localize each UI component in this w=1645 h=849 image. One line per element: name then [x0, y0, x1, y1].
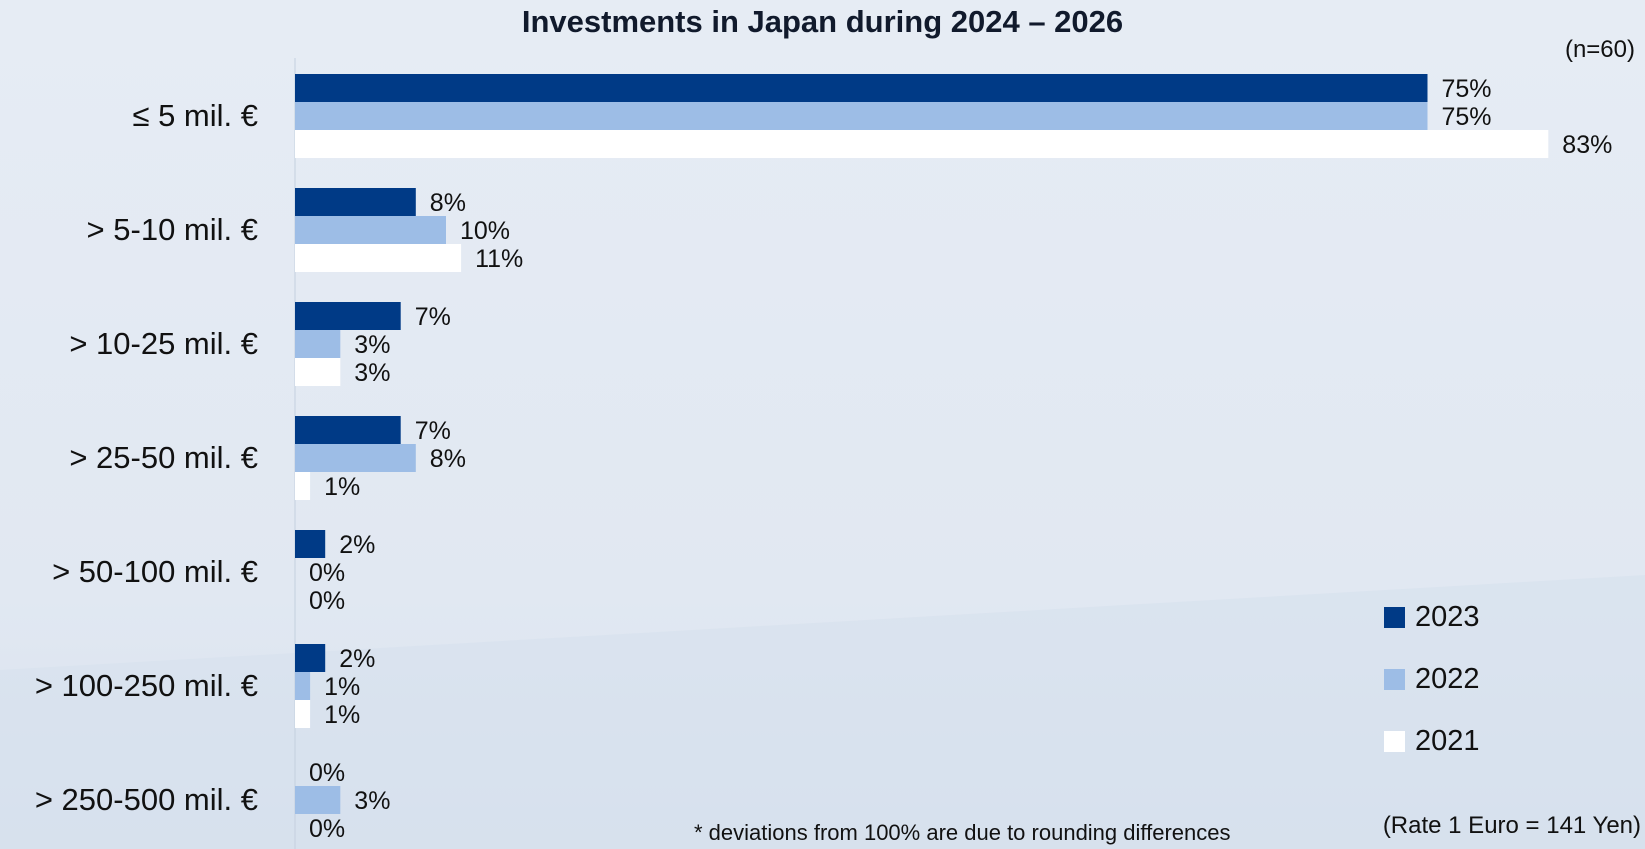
value-label-2022-50-100-mil: 0% [309, 559, 345, 587]
bar-2023-5-mil [295, 74, 1428, 102]
exchange-rate-note: (Rate 1 Euro = 141 Yen) [1382, 812, 1641, 839]
category-label-5: > 100-250 mil. € [35, 668, 258, 703]
value-label-2022-10-25-mil: 3% [354, 331, 390, 359]
legend-item-2021: 2021 [1384, 710, 1480, 772]
value-label-2021-50-100-mil: 0% [309, 587, 345, 615]
bar-2022-100-250-mil [295, 672, 311, 700]
category-label-6: > 250-500 mil. € [35, 782, 258, 817]
category-label-0: ≤ 5 mil. € [132, 98, 258, 133]
value-label-2023-50-100-mil: 2% [339, 531, 375, 559]
legend-label-2021: 2021 [1415, 724, 1480, 757]
value-label-2023-100-250-mil: 2% [339, 645, 375, 673]
bar-2022-5-mil [295, 102, 1428, 130]
bar-2023-5-10-mil [295, 188, 416, 216]
bar-2023-10-25-mil [295, 302, 401, 330]
category-label-2: > 10-25 mil. € [69, 326, 258, 361]
bar-2021-5-mil [295, 130, 1549, 158]
bar-2023-50-100-mil [295, 530, 326, 558]
legend-swatch-2021 [1384, 730, 1405, 752]
value-label-2021-250-500-mil: 0% [309, 815, 345, 843]
bar-2023-100-250-mil [295, 644, 326, 672]
category-label-4: > 50-100 mil. € [52, 554, 258, 589]
value-label-2023-25-50-mil: 7% [415, 417, 451, 445]
footnote: * deviations from 100% are due to roundi… [694, 820, 1231, 845]
value-label-2022-5-mil: 75% [1442, 103, 1492, 131]
value-label-2023-10-25-mil: 7% [415, 303, 451, 331]
bar-2021-5-10-mil [295, 244, 462, 272]
bar-2021-10-25-mil [295, 358, 341, 386]
value-label-2023-5-10-mil: 8% [430, 189, 466, 217]
legend-label-2022: 2022 [1415, 662, 1480, 695]
value-label-2021-5-10-mil: 11% [475, 245, 523, 273]
bar-2022-10-25-mil [295, 330, 341, 358]
value-label-2022-5-10-mil: 10% [460, 217, 510, 245]
value-label-2022-100-250-mil: 1% [324, 673, 360, 701]
value-label-2021-25-50-mil: 1% [324, 473, 360, 501]
legend: 2023 2022 2021 [1384, 586, 1480, 772]
legend-swatch-2023 [1384, 606, 1405, 628]
value-label-2023-5-mil: 75% [1442, 75, 1492, 103]
bar-2022-25-50-mil [295, 444, 416, 472]
value-label-2021-10-25-mil: 3% [354, 359, 390, 387]
value-label-2021-5-mil: 83% [1562, 131, 1612, 159]
value-label-2021-100-250-mil: 1% [324, 701, 360, 729]
chart-title: Investments in Japan during 2024 – 2026 [521, 4, 1124, 39]
category-label-1: > 5-10 mil. € [87, 212, 258, 247]
sample-size-label: (n=60) [1564, 36, 1635, 63]
bar-2022-250-500-mil [295, 786, 341, 814]
legend-item-2023: 2023 [1384, 586, 1480, 648]
legend-item-2022: 2022 [1384, 648, 1480, 710]
value-label-2022-25-50-mil: 8% [430, 445, 466, 473]
bar-2021-100-250-mil [295, 700, 311, 728]
category-label-3: > 25-50 mil. € [69, 440, 258, 475]
bar-2022-5-10-mil [295, 216, 446, 244]
legend-label-2023: 2023 [1415, 600, 1480, 633]
bar-2023-25-50-mil [295, 416, 401, 444]
value-label-2023-250-500-mil: 0% [309, 759, 345, 787]
value-label-2022-250-500-mil: 3% [354, 787, 390, 815]
bar-2021-25-50-mil [295, 472, 311, 500]
legend-swatch-2022 [1384, 668, 1405, 690]
